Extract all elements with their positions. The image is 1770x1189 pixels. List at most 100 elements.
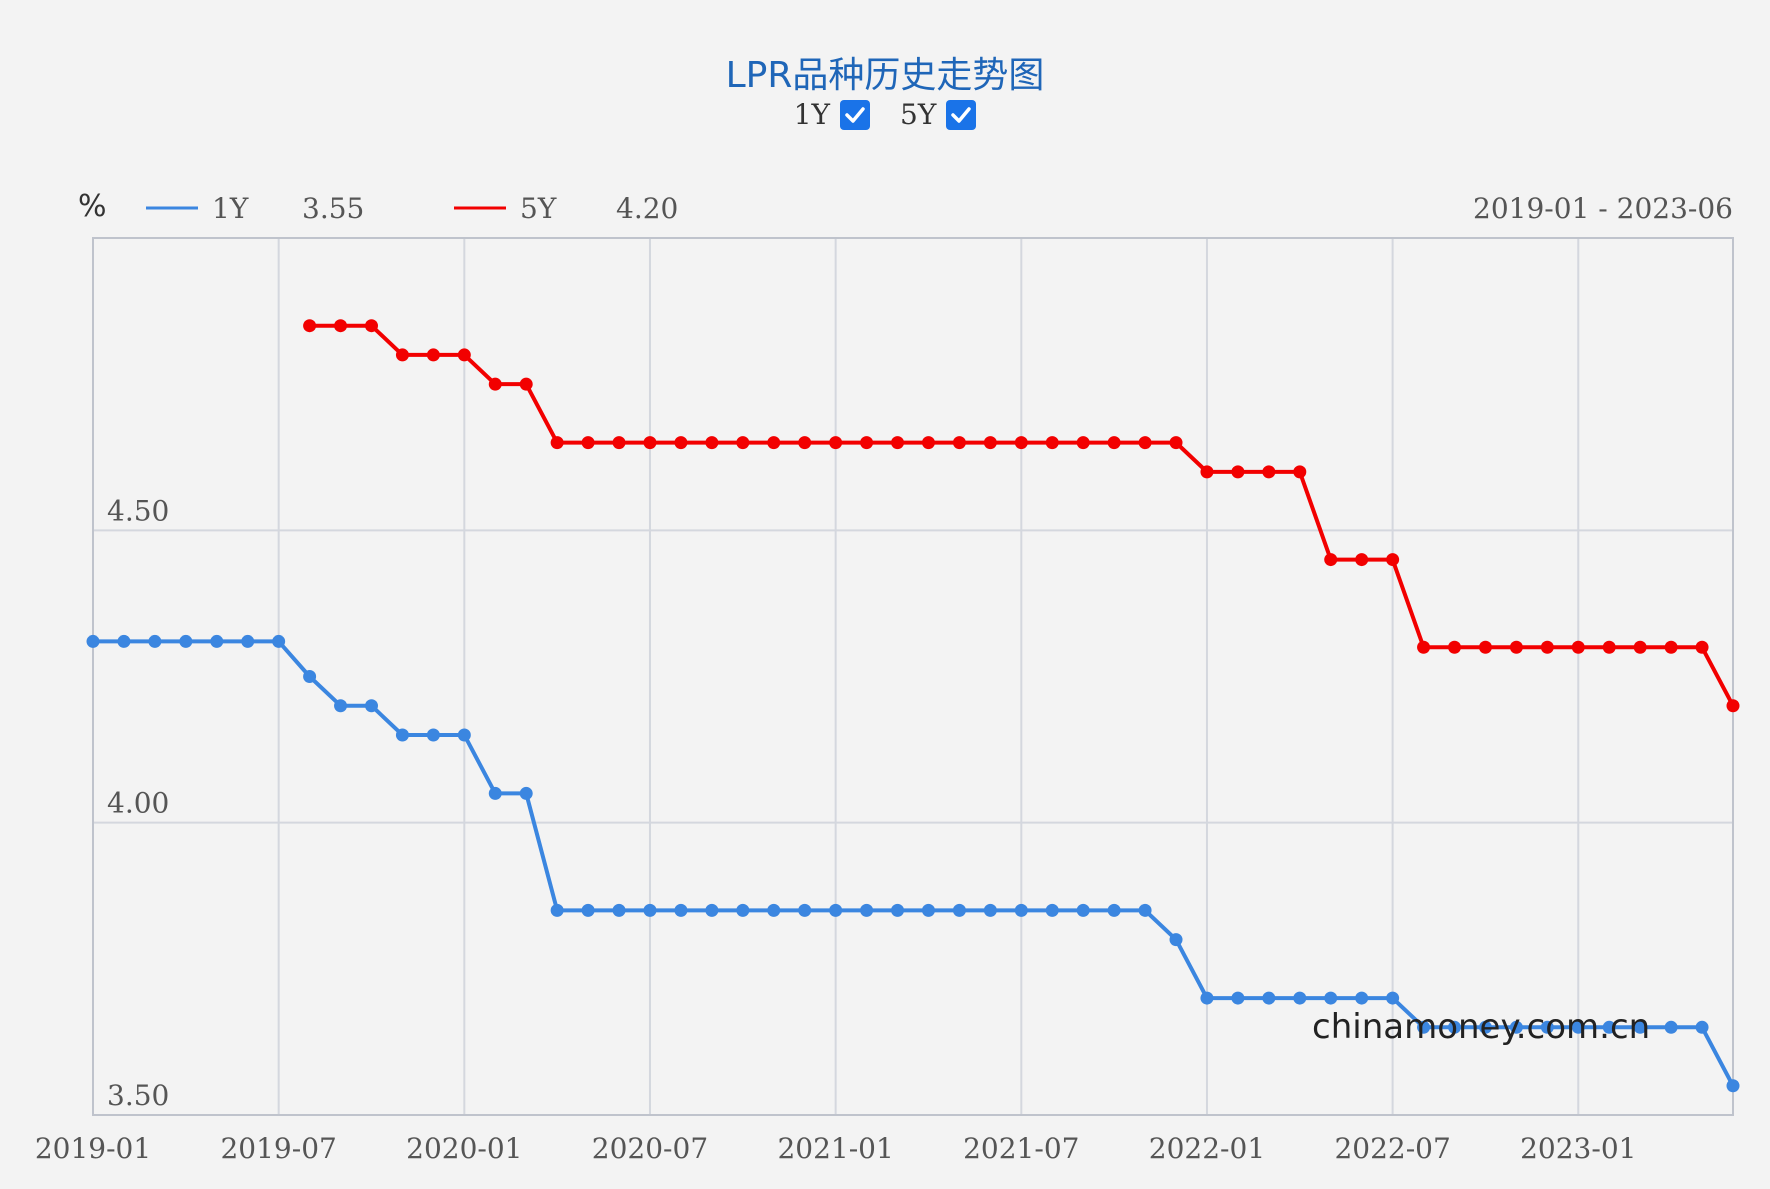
data-point-1y[interactable] xyxy=(674,903,688,917)
data-point-1y[interactable] xyxy=(364,699,378,713)
data-point-1y[interactable] xyxy=(1386,991,1400,1005)
data-point-1y[interactable] xyxy=(1169,933,1183,947)
data-point-1y[interactable] xyxy=(1200,991,1214,1005)
data-point-1y[interactable] xyxy=(334,699,348,713)
data-point-5y[interactable] xyxy=(1355,553,1369,567)
data-point-5y[interactable] xyxy=(1602,640,1616,654)
data-point-1y[interactable] xyxy=(1602,1020,1616,1034)
data-point-5y[interactable] xyxy=(1540,640,1554,654)
data-point-1y[interactable] xyxy=(1448,1020,1462,1034)
data-point-1y[interactable] xyxy=(210,634,224,648)
data-point-1y[interactable] xyxy=(1293,991,1307,1005)
data-point-1y[interactable] xyxy=(148,634,162,648)
data-point-5y[interactable] xyxy=(1324,553,1338,567)
data-point-5y[interactable] xyxy=(1386,553,1400,567)
data-point-5y[interactable] xyxy=(1664,640,1678,654)
data-point-1y[interactable] xyxy=(457,728,471,742)
data-point-1y[interactable] xyxy=(1664,1020,1678,1034)
data-point-1y[interactable] xyxy=(983,903,997,917)
data-point-5y[interactable] xyxy=(736,436,750,450)
data-point-5y[interactable] xyxy=(1448,640,1462,654)
data-point-5y[interactable] xyxy=(581,436,595,450)
data-point-1y[interactable] xyxy=(488,786,502,800)
data-point-5y[interactable] xyxy=(705,436,719,450)
data-point-1y[interactable] xyxy=(1726,1079,1740,1093)
data-point-1y[interactable] xyxy=(1478,1020,1492,1034)
data-point-1y[interactable] xyxy=(1695,1020,1709,1034)
data-point-1y[interactable] xyxy=(241,634,255,648)
data-point-5y[interactable] xyxy=(1695,640,1709,654)
data-point-5y[interactable] xyxy=(1262,465,1276,479)
data-point-1y[interactable] xyxy=(303,670,317,683)
data-point-1y[interactable] xyxy=(1324,991,1338,1005)
data-point-1y[interactable] xyxy=(1509,1020,1523,1034)
toggle-5y[interactable]: 5Y xyxy=(900,98,977,131)
data-point-5y[interactable] xyxy=(767,436,781,450)
data-point-1y[interactable] xyxy=(705,903,719,917)
data-point-1y[interactable] xyxy=(767,903,781,917)
data-point-1y[interactable] xyxy=(1633,1020,1647,1034)
data-point-1y[interactable] xyxy=(179,634,193,648)
data-point-5y[interactable] xyxy=(829,436,843,450)
data-point-1y[interactable] xyxy=(1076,903,1090,917)
data-point-1y[interactable] xyxy=(921,903,935,917)
data-point-5y[interactable] xyxy=(1417,640,1431,654)
data-point-1y[interactable] xyxy=(1231,991,1245,1005)
data-point-5y[interactable] xyxy=(1200,465,1214,479)
data-point-1y[interactable] xyxy=(612,903,626,917)
data-point-5y[interactable] xyxy=(550,436,564,450)
data-point-5y[interactable] xyxy=(1293,465,1307,479)
data-point-5y[interactable] xyxy=(798,436,812,450)
data-point-1y[interactable] xyxy=(798,903,812,917)
data-point-1y[interactable] xyxy=(860,903,874,917)
data-point-5y[interactable] xyxy=(364,319,378,333)
data-point-5y[interactable] xyxy=(1014,436,1028,450)
data-point-5y[interactable] xyxy=(395,348,409,362)
data-point-5y[interactable] xyxy=(1107,436,1121,450)
data-point-1y[interactable] xyxy=(1262,991,1276,1005)
data-point-5y[interactable] xyxy=(1076,436,1090,450)
data-point-5y[interactable] xyxy=(921,436,935,450)
data-point-5y[interactable] xyxy=(1509,640,1523,654)
data-point-5y[interactable] xyxy=(1138,436,1152,450)
data-point-5y[interactable] xyxy=(1633,640,1647,654)
data-point-5y[interactable] xyxy=(1231,465,1245,479)
data-point-1y[interactable] xyxy=(1540,1020,1554,1034)
data-point-1y[interactable] xyxy=(395,728,409,742)
data-point-5y[interactable] xyxy=(612,436,626,450)
data-point-5y[interactable] xyxy=(488,377,502,391)
data-point-5y[interactable] xyxy=(1478,640,1492,654)
data-point-5y[interactable] xyxy=(426,348,440,362)
data-point-1y[interactable] xyxy=(117,634,131,648)
toggle-1y[interactable]: 1Y xyxy=(794,98,870,131)
data-point-1y[interactable] xyxy=(86,634,100,648)
data-point-1y[interactable] xyxy=(736,903,750,917)
data-point-1y[interactable] xyxy=(1571,1020,1585,1034)
data-point-5y[interactable] xyxy=(674,436,688,450)
data-point-5y[interactable] xyxy=(334,319,348,333)
data-point-5y[interactable] xyxy=(983,436,997,450)
data-point-5y[interactable] xyxy=(1571,640,1585,654)
data-point-1y[interactable] xyxy=(1014,903,1028,917)
data-point-1y[interactable] xyxy=(1107,903,1121,917)
checkbox-1y[interactable] xyxy=(840,99,870,130)
data-point-1y[interactable] xyxy=(891,903,905,917)
data-point-1y[interactable] xyxy=(1355,991,1369,1005)
data-point-1y[interactable] xyxy=(1138,903,1152,917)
data-point-5y[interactable] xyxy=(1726,699,1740,713)
data-point-5y[interactable] xyxy=(643,436,657,450)
data-point-1y[interactable] xyxy=(550,903,564,917)
checkbox-5y[interactable] xyxy=(946,99,977,130)
data-point-5y[interactable] xyxy=(519,377,533,391)
data-point-1y[interactable] xyxy=(581,903,595,917)
data-point-5y[interactable] xyxy=(457,348,471,362)
data-point-1y[interactable] xyxy=(519,786,533,800)
data-point-1y[interactable] xyxy=(829,903,843,917)
data-point-5y[interactable] xyxy=(303,319,317,333)
data-point-5y[interactable] xyxy=(891,436,905,450)
data-point-1y[interactable] xyxy=(426,728,440,742)
data-point-1y[interactable] xyxy=(643,903,657,917)
data-point-1y[interactable] xyxy=(952,903,966,917)
data-point-1y[interactable] xyxy=(272,634,286,648)
data-point-1y[interactable] xyxy=(1417,1020,1431,1034)
